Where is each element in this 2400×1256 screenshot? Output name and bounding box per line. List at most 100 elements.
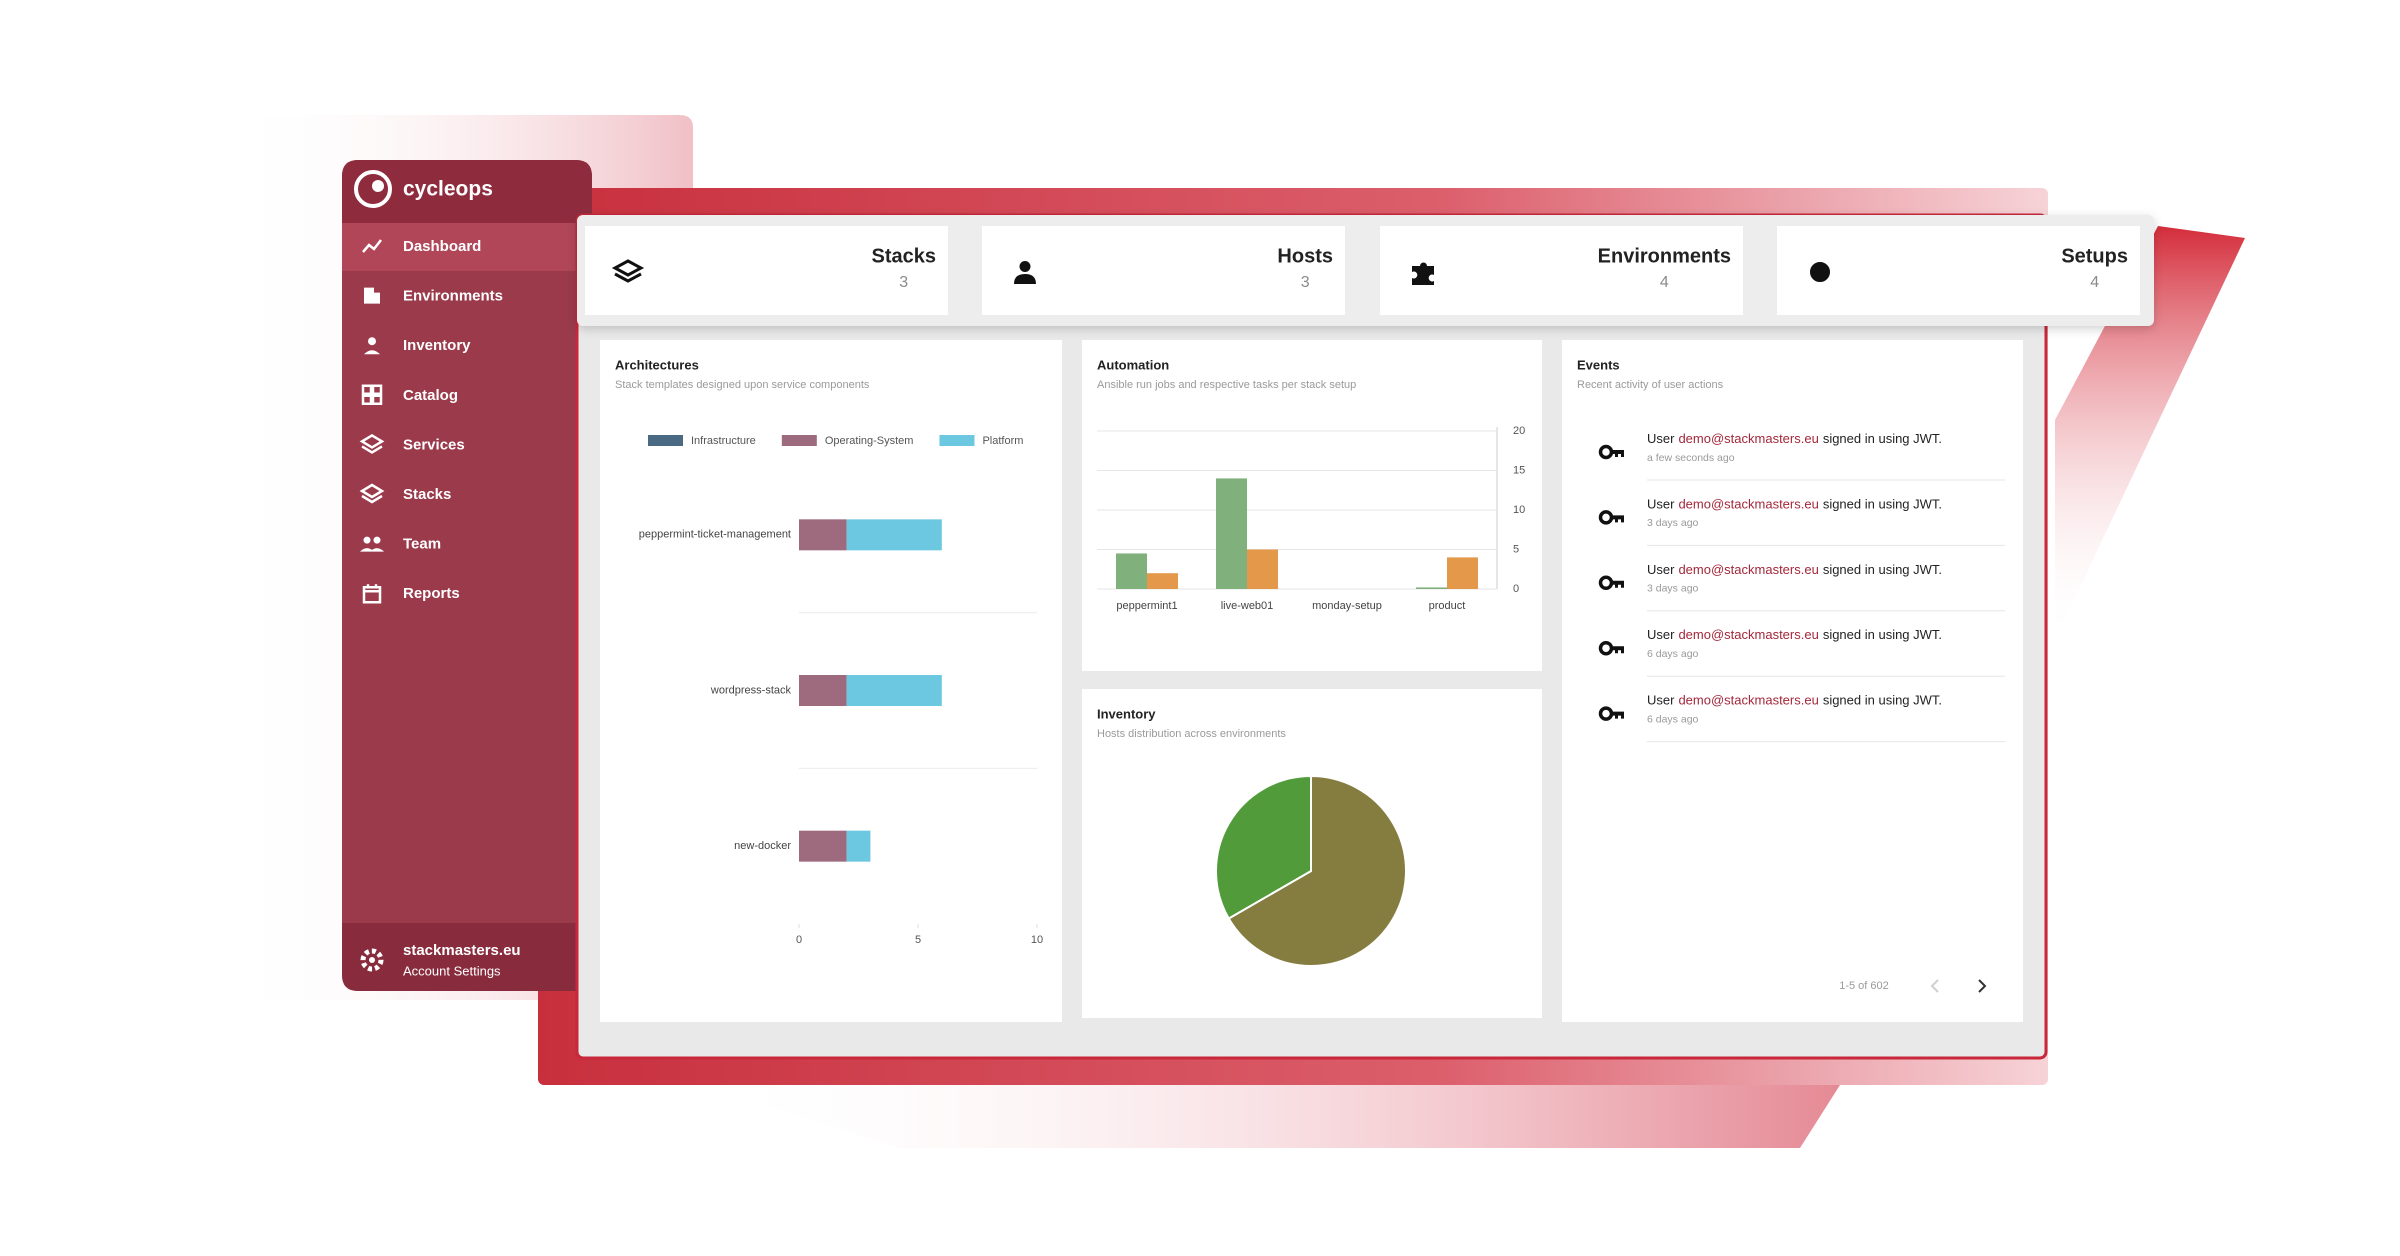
event-text: User demo@stackmasters.eu signed in using … <box>1647 562 1942 577</box>
pagination: 1-5 of 602 <box>1839 980 1889 992</box>
bar <box>1247 549 1278 589</box>
stats-strip <box>577 215 2154 326</box>
y-tick-label: 10 <box>1513 504 1525 516</box>
card-title: Architectures <box>615 357 699 372</box>
x-tick-label: live-web01 <box>1221 600 1274 612</box>
event-time: 6 days ago <box>1647 648 1699 660</box>
pie-slice <box>1227 774 1407 967</box>
card: Automation Ansible run jobs and respectiv… <box>1082 340 1542 671</box>
nav-icon <box>362 239 382 253</box>
stat-icon <box>611 259 645 283</box>
nav-item[interactable]: Dashboard <box>403 238 481 255</box>
category-label: peppermint-ticket-management <box>639 529 791 541</box>
card-subtitle: Stack templates designed upon service co… <box>615 379 870 391</box>
nav-icon <box>364 337 380 355</box>
event-user: User <box>1647 497 1675 512</box>
card-bg <box>1562 340 2023 1022</box>
logo <box>354 170 392 208</box>
nav-icon <box>359 433 385 454</box>
event-email[interactable]: demo@stackmasters.eu <box>1678 497 1818 512</box>
key-icon <box>1598 640 1624 656</box>
key-icon <box>1598 575 1624 591</box>
y-tick-label: 20 <box>1513 425 1525 437</box>
bar <box>799 675 847 706</box>
stat-card-bg <box>1777 226 2140 315</box>
card-bg <box>1082 340 1542 671</box>
key-blade <box>1611 580 1624 588</box>
key-icon <box>1598 510 1624 525</box>
bar <box>1116 553 1147 589</box>
key-icon <box>1598 444 1624 460</box>
card-subtitle: Hosts distribution across environments <box>1097 728 1286 740</box>
nav-item[interactable]: Inventory <box>403 337 471 354</box>
nav-item[interactable]: Team <box>403 536 441 553</box>
account-label[interactable]: Account Settings <box>403 963 501 978</box>
legend-swatch <box>939 435 975 446</box>
nav-icon <box>364 287 380 304</box>
account-name[interactable]: stackmasters.eu <box>403 942 521 959</box>
next-page[interactable] <box>1978 979 1987 993</box>
event-text: User demo@stackmasters.eu signed in using … <box>1647 497 1942 512</box>
stat-value: 3 <box>1301 274 1310 291</box>
bar <box>1216 478 1247 589</box>
x-tick-label: product <box>1429 600 1466 612</box>
stat-label: Setups <box>2061 245 2128 267</box>
event-time: 3 days ago <box>1647 517 1699 529</box>
card: Inventory Hosts distribution across envir… <box>1082 689 1542 1018</box>
event-action: signed in using JWT. <box>1823 497 1942 512</box>
bar <box>799 519 847 551</box>
nav-item[interactable]: Stacks <box>403 486 451 503</box>
stat-label: Stacks <box>872 245 937 267</box>
stat-card-bg <box>1380 226 1743 315</box>
event-email[interactable]: demo@stackmasters.eu <box>1678 562 1818 577</box>
bar <box>846 675 942 706</box>
nav-item[interactable]: Reports <box>403 585 460 602</box>
legend-swatch <box>648 435 683 446</box>
event-text: User demo@stackmasters.eu signed in using … <box>1647 431 1942 446</box>
events-card: Events Recent activity of user actions Use… <box>1562 340 2023 1022</box>
sidebar-header <box>342 160 592 223</box>
stat-value: 3 <box>899 274 908 291</box>
sidebar <box>342 160 592 991</box>
stat-card-bg <box>982 226 1345 315</box>
y-tick-label: 5 <box>1513 543 1519 555</box>
settings-icon <box>360 948 384 972</box>
card-subtitle: Ansible run jobs and respective tasks pe… <box>1097 379 1356 391</box>
event-action: signed in using JWT. <box>1823 693 1942 708</box>
x-tick-label: monday-setup <box>1312 600 1382 612</box>
stat-card-bg <box>585 226 948 315</box>
x-tick-label: 5 <box>915 934 921 946</box>
legend-swatch <box>781 435 817 446</box>
key-blade <box>1611 515 1624 523</box>
category-label: new-docker <box>734 840 791 852</box>
event-action: signed in using JWT. <box>1823 628 1942 643</box>
card: Architectures Stack templates designed up… <box>600 340 1062 1022</box>
bar <box>1416 587 1447 589</box>
nav-item[interactable]: Services <box>403 436 465 453</box>
x-tick-label: peppermint1 <box>1116 600 1177 612</box>
event-email[interactable]: demo@stackmasters.eu <box>1678 628 1818 643</box>
event-action: signed in using JWT. <box>1823 431 1942 446</box>
nav-icon <box>362 584 382 604</box>
card-title: Events <box>1577 357 1620 372</box>
bar <box>846 519 942 551</box>
y-tick-label: 0 <box>1513 583 1519 595</box>
event-time: 6 days ago <box>1647 713 1699 725</box>
bar <box>1147 573 1178 589</box>
bar <box>799 830 847 862</box>
stat-icon <box>1014 261 1036 284</box>
backdrop-wing <box>2055 226 2245 640</box>
bar <box>1447 557 1478 589</box>
stat-card: Environments 4 <box>1380 226 1743 315</box>
nav-item[interactable]: Environments <box>403 288 503 305</box>
event-text: User demo@stackmasters.eu signed in using … <box>1647 693 1942 708</box>
nav-item[interactable]: Catalog <box>403 387 458 404</box>
card-subtitle: Recent activity of user actions <box>1577 379 1724 391</box>
card-title: Inventory <box>1097 706 1156 721</box>
category-label: wordpress-stack <box>710 684 792 696</box>
pie-slice <box>1215 774 1312 920</box>
event-email[interactable]: demo@stackmasters.eu <box>1678 693 1818 708</box>
prev-page <box>1930 979 1939 993</box>
event-email[interactable]: demo@stackmasters.eu <box>1678 431 1818 446</box>
